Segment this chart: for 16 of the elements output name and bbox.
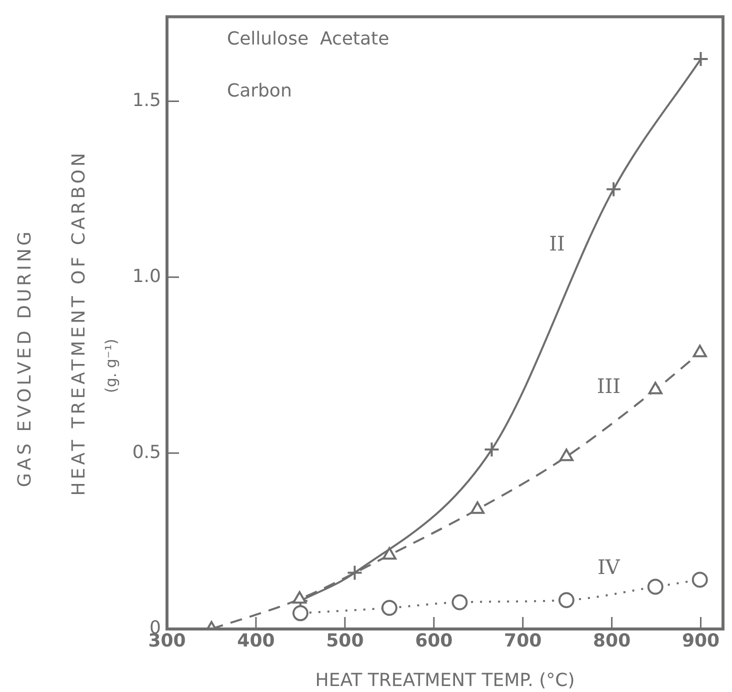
x-tick-label: 800	[593, 630, 631, 652]
y-tick-label: 0.5	[132, 442, 161, 463]
x-tick-label: 400	[237, 630, 275, 652]
annotation: Cellulose Acetate	[227, 28, 390, 50]
annotation: Carbon	[227, 80, 292, 102]
series-label: III	[596, 374, 621, 398]
x-tick-label: 700	[504, 630, 542, 652]
series-label: IV	[598, 554, 620, 579]
y-tick-label: 1.0	[132, 266, 161, 287]
x-tick-label: 900	[682, 630, 720, 652]
series-label: II	[549, 232, 565, 256]
y-tick-label: 1.5	[132, 90, 161, 111]
text: GAS EVOLVED DURING HEAT TREATMENT OF CARBON (g. g⁻¹)	[14, 150, 120, 496]
x-tick-label: 500	[326, 630, 364, 652]
x-axis-title: HEAT TREATMENT TEMP. (°C)	[315, 670, 575, 691]
x-tick-label: 600	[415, 630, 453, 652]
